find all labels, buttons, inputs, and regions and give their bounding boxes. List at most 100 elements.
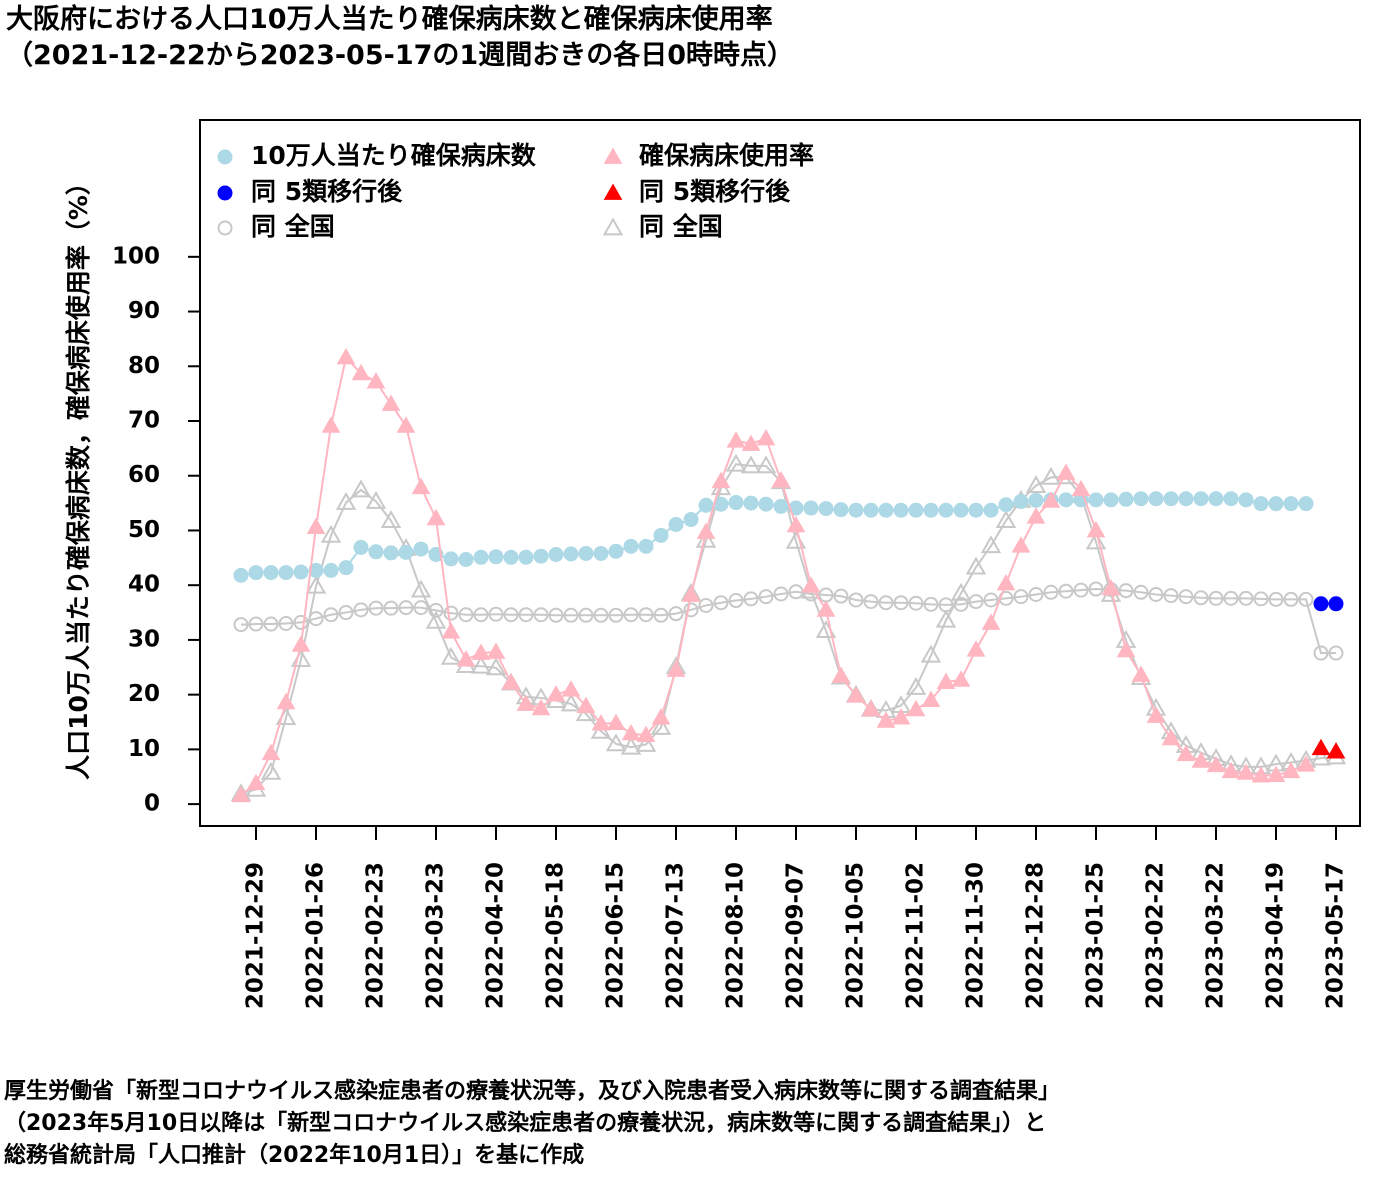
data-point	[591, 714, 611, 731]
x-tick-label: 2022-07-13	[663, 862, 689, 1009]
legend-marker	[603, 147, 623, 164]
data-point	[803, 500, 819, 516]
source-line-1: 厚生労働省「新型コロナウイルス感染症患者の療養状況等，及び入院患者受入病床数等に…	[4, 1079, 1061, 1104]
data-point	[950, 582, 972, 601]
data-point	[606, 713, 626, 730]
data-point	[726, 431, 746, 448]
data-point	[1028, 492, 1044, 508]
data-point	[983, 502, 999, 518]
data-point	[1326, 742, 1346, 759]
data-point	[953, 502, 969, 518]
data-point	[1208, 590, 1224, 606]
y-tick-label: 50	[128, 517, 160, 543]
data-point	[1056, 463, 1076, 480]
data-point	[696, 522, 716, 539]
data-point	[1298, 496, 1314, 512]
data-point	[503, 549, 519, 565]
y-tick-label: 10	[128, 736, 160, 762]
data-point	[758, 496, 774, 512]
data-point	[878, 502, 894, 518]
data-point	[518, 607, 534, 623]
data-point	[488, 549, 504, 565]
data-point	[278, 565, 294, 581]
source-line-3: 総務省統計局「人口推計（2022年10月1日）」を基に作成	[4, 1143, 585, 1168]
data-point	[638, 538, 654, 554]
data-point	[531, 698, 551, 716]
x-tick-label: 2023-03-22	[1203, 862, 1229, 1009]
data-point	[1116, 640, 1136, 658]
data-point	[261, 743, 281, 761]
x-tick-label: 2022-02-23	[363, 862, 389, 1009]
data-point	[1268, 496, 1284, 512]
data-point	[308, 562, 324, 578]
data-point	[561, 680, 581, 697]
x-axis: 2021-12-29 2022-01-26 2022-02-23 2022-03-23…	[243, 826, 1349, 1009]
legend-marker	[217, 185, 233, 201]
data-point	[1013, 589, 1029, 605]
data-point	[351, 363, 371, 381]
data-point	[1283, 496, 1299, 512]
data-point	[1178, 589, 1194, 605]
data-point	[936, 672, 956, 689]
x-tick-label: 2022-11-02	[903, 862, 929, 1009]
data-point	[578, 545, 594, 561]
data-point	[1058, 492, 1074, 508]
y-tick-label: 90	[128, 298, 160, 324]
data-point	[563, 546, 579, 562]
data-point	[698, 497, 714, 513]
title-line-1: 大阪府における人口10万人当たり確保病床数と確保病床使用率	[6, 4, 773, 35]
data-point	[801, 576, 821, 593]
data-point	[741, 434, 761, 451]
data-point	[548, 547, 564, 563]
data-point	[1043, 584, 1059, 600]
data-point	[1298, 591, 1314, 607]
data-point	[1236, 763, 1256, 780]
data-point	[1253, 496, 1269, 512]
data-point	[668, 516, 684, 532]
y-tick-label: 100	[112, 243, 160, 269]
data-point	[998, 497, 1014, 513]
series-0	[233, 491, 1314, 583]
data-point	[1163, 588, 1179, 604]
data-point	[996, 574, 1016, 591]
data-point	[428, 602, 444, 618]
data-point	[1011, 536, 1031, 553]
data-point	[1133, 584, 1149, 600]
title-line-2: （2021-12-22から2023-05-17の1週間おきの各日0時時点）	[6, 40, 794, 71]
data-point	[336, 348, 356, 365]
data-point	[1040, 466, 1062, 485]
data-point	[320, 524, 342, 543]
data-point	[578, 607, 594, 623]
data-point	[623, 538, 639, 554]
source-line-2: （2023年5月10日以降は「新型コロナウイルス感染症患者の療養状況，病床数等に…	[4, 1111, 1047, 1136]
x-tick-label: 2022-03-23	[423, 862, 449, 1009]
data-point	[755, 455, 777, 474]
data-point	[965, 556, 987, 575]
data-point	[260, 761, 282, 780]
x-tick-label: 2022-01-26	[303, 862, 329, 1009]
data-point	[608, 607, 624, 623]
x-tick-label: 2022-05-18	[543, 862, 569, 1009]
data-point	[291, 635, 311, 652]
data-point	[623, 607, 639, 623]
data-point	[1253, 591, 1269, 607]
data-point	[698, 597, 714, 613]
data-point	[383, 600, 399, 616]
data-point	[920, 644, 942, 663]
data-point	[786, 516, 806, 533]
data-point	[1328, 645, 1344, 661]
data-point	[471, 643, 491, 660]
data-point	[353, 602, 369, 618]
data-point	[938, 502, 954, 518]
legend-marker	[217, 220, 233, 236]
x-tick-label: 2022-11-30	[963, 862, 989, 1009]
x-tick-label: 2022-12-28	[1023, 862, 1049, 1009]
data-point	[863, 502, 879, 518]
data-point	[305, 575, 327, 594]
legend-label: 同 全国	[251, 212, 335, 241]
data-point	[651, 708, 671, 725]
data-point	[638, 607, 654, 623]
data-point	[653, 527, 669, 543]
data-point	[246, 773, 266, 791]
